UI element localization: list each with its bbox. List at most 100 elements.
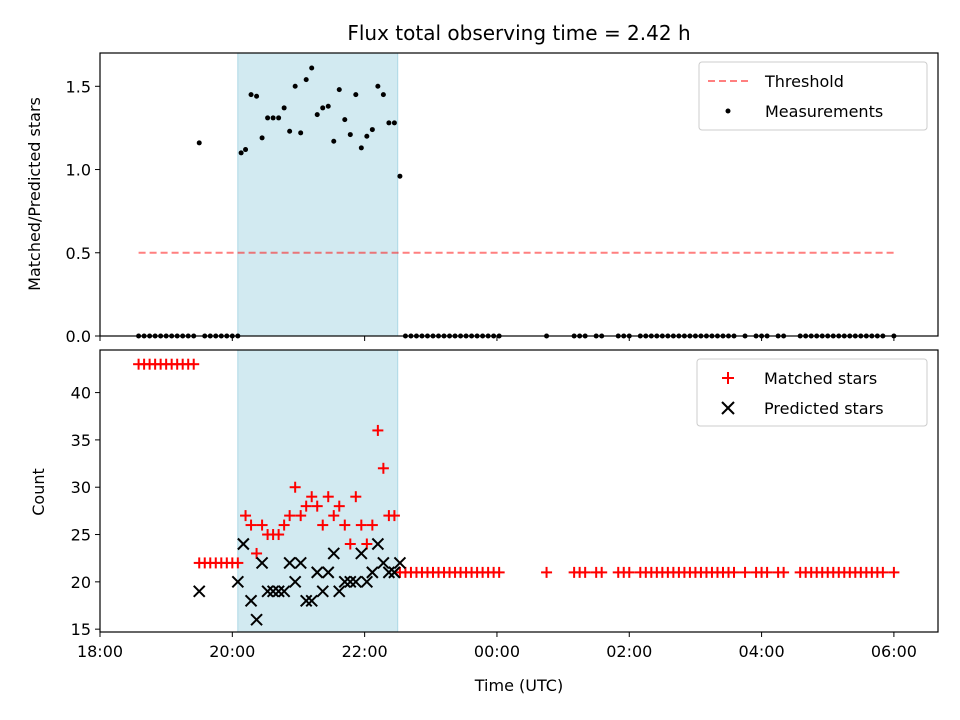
data-point [265, 115, 271, 121]
data-point [342, 117, 348, 123]
data-point [339, 519, 351, 531]
data-point [579, 566, 591, 578]
y-tick-label: 40 [71, 384, 91, 403]
data-point [314, 112, 320, 118]
data-point [355, 547, 368, 560]
data-point [353, 92, 359, 98]
data-point [270, 115, 276, 121]
x-tick-label: 00:00 [474, 642, 520, 661]
data-point [375, 83, 381, 89]
data-point [364, 133, 370, 139]
legend-measurements-marker [725, 108, 731, 114]
data-point [311, 566, 324, 579]
data-point [261, 585, 274, 598]
x-tick-label: 06:00 [871, 642, 917, 661]
x-tick-label: 18:00 [77, 642, 123, 661]
data-point [284, 510, 296, 522]
data-point [289, 481, 301, 493]
data-point [388, 566, 401, 579]
data-point [283, 556, 296, 570]
chart-title: Flux total observing time = 2.42 h [347, 21, 690, 45]
data-point [349, 575, 363, 589]
data-point [281, 105, 287, 111]
data-point [287, 128, 293, 134]
data-point [256, 519, 268, 531]
observing-window-span [237, 349, 399, 633]
top-legend: Threshold Measurements [698, 61, 928, 131]
data-point [369, 127, 375, 133]
legend-measurements-label: Measurements [765, 102, 883, 121]
data-point [541, 566, 553, 578]
data-point [761, 566, 773, 578]
data-point [350, 491, 362, 503]
data-point [316, 585, 329, 598]
data-point [333, 500, 345, 512]
x-tick-label: 02:00 [606, 642, 652, 661]
data-point [386, 120, 392, 126]
data-point [288, 575, 302, 589]
data-point [295, 510, 307, 522]
data-point [309, 65, 315, 71]
data-point [333, 585, 346, 598]
data-point [243, 147, 249, 153]
data-point [266, 585, 280, 598]
data-point [355, 519, 367, 531]
data-point [328, 510, 340, 522]
data-point [366, 566, 379, 579]
data-point [317, 519, 329, 531]
bottom-legend: Matched stars Predicted stars [696, 358, 928, 427]
x-tick-label: 22:00 [342, 642, 388, 661]
y-tick-label: 35 [71, 431, 91, 450]
y-tick-label: 15 [71, 620, 91, 639]
y-tick-label: 25 [71, 526, 91, 545]
bottom-plot: 15 20 25 30 35 40 18:00 20:00 22:00 00:00 02:00 04:… [71, 349, 939, 661]
data-point [397, 173, 403, 179]
data-point [322, 566, 335, 579]
data-point [231, 575, 245, 589]
y-tick-label: 30 [71, 478, 91, 497]
data-point [336, 87, 342, 93]
top-y-axis-label: Matched/Predicted stars [25, 97, 44, 291]
x-tick-label: 04:00 [739, 642, 785, 661]
legend-matched-label: Matched stars [764, 369, 877, 388]
data-point [248, 92, 254, 98]
legend-matched-marker [722, 372, 734, 384]
data-point [344, 575, 357, 589]
data-point [877, 566, 889, 578]
data-point [388, 510, 400, 522]
data-point [232, 557, 244, 569]
data-point [366, 519, 378, 531]
observing-window-span [237, 52, 399, 337]
data-point [251, 547, 263, 559]
data-point [294, 556, 307, 570]
data-point [320, 105, 326, 111]
x-axis-label: Time (UTC) [474, 676, 563, 695]
data-point [361, 538, 373, 550]
plot-frame [99, 52, 939, 337]
data-point [298, 130, 304, 136]
data-point [327, 547, 340, 560]
y-tick-label: 0.0 [66, 327, 91, 346]
data-point [306, 491, 318, 503]
data-point [344, 538, 356, 550]
legend-predicted-marker [721, 401, 735, 415]
data-point [322, 491, 334, 503]
data-point [196, 140, 202, 146]
data-point [377, 556, 390, 570]
legend-threshold-label: Threshold [764, 72, 844, 91]
data-point [292, 83, 298, 89]
data-point [325, 103, 331, 109]
data-point [778, 566, 790, 578]
data-point [273, 529, 285, 541]
top-plot: 0.0 0.5 1.0 1.5 [66, 52, 939, 346]
data-point [188, 358, 200, 370]
data-point [305, 594, 318, 607]
data-point [240, 510, 252, 522]
data-point [276, 115, 282, 121]
plot-frame [99, 349, 939, 633]
data-point [272, 585, 285, 598]
data-point [244, 594, 258, 607]
data-point [728, 566, 740, 578]
data-point [888, 566, 900, 578]
